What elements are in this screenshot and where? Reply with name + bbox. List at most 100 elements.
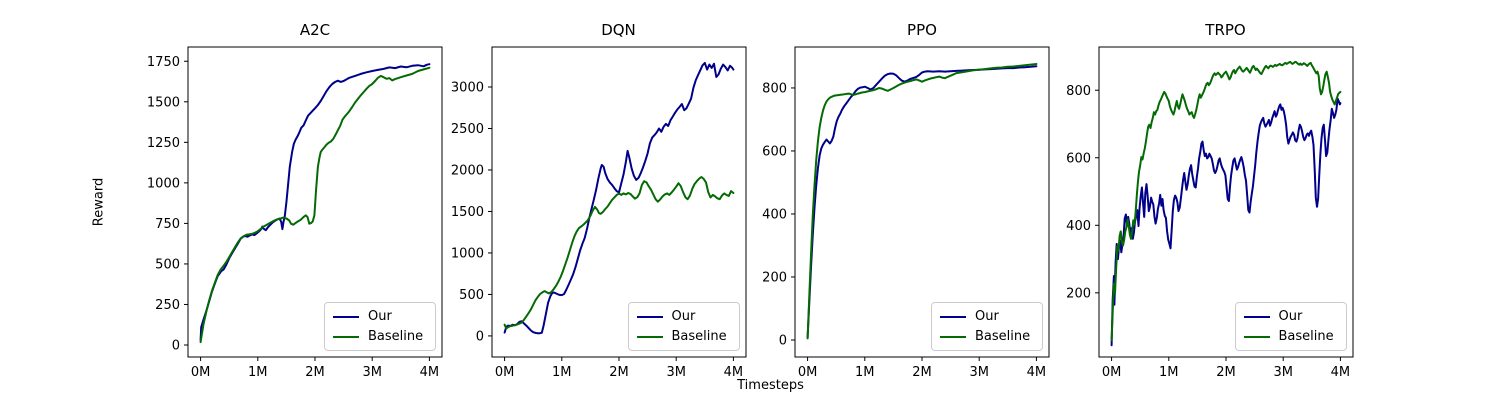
x-tick-label: 1M [855, 365, 875, 380]
x-tick-label: 2M [912, 365, 932, 380]
y-tick-label: 1500 [147, 95, 180, 110]
x-tick-label: 0M [191, 365, 211, 380]
y-tick-label: 800 [762, 82, 787, 97]
series-group [199, 63, 431, 344]
subplot-a2c: A2C 0 250 500 750 1000 1250 1500 1750 0M 1M 2M 3M 4M… [147, 21, 443, 380]
y-tick-label: 1750 [147, 55, 180, 70]
x-tick-label: 3M [969, 365, 989, 380]
series-group [806, 63, 1038, 340]
y-tick-label: 600 [762, 145, 787, 160]
axes-spines [491, 46, 746, 358]
x-tick-label: 0M [494, 365, 514, 380]
legend-label-baseline: Baseline [671, 329, 727, 344]
x-tick-label: 0M [1101, 365, 1121, 380]
plot-area-ppo: 0 200 400 600 800 0M 1M 2M 3M 4M [762, 46, 1050, 380]
y-tick-label: 500 [155, 257, 180, 272]
x-tick-label: 1M [1159, 365, 1179, 380]
y-tick-label: 800 [1066, 84, 1091, 99]
axes-spines [1098, 46, 1353, 358]
legend-label-baseline: Baseline [1278, 329, 1334, 344]
y-tick-label: 500 [459, 288, 484, 303]
legend-entry-our: Our [636, 309, 731, 324]
x-tick-label: 3M [362, 365, 382, 380]
legend-line-our-icon [940, 315, 966, 318]
x-tick-label: 3M [666, 365, 686, 380]
series-group [1110, 60, 1341, 347]
y-tick-label: 250 [155, 298, 180, 313]
y-tick-label: 0 [475, 329, 483, 344]
series-line-baseline [1110, 60, 1341, 342]
legend-entry-baseline: Baseline [636, 329, 731, 344]
x-tick-label: 4M [1330, 365, 1350, 380]
plot-area-trpo: 200 400 600 800 0M 1M 2M 3M 4M [1066, 46, 1353, 380]
x-tick-label: 2M [1216, 365, 1236, 380]
y-tick-label: 2500 [450, 122, 483, 137]
legend-entry-baseline: Baseline [940, 330, 1034, 343]
y-tick-label: 400 [1066, 219, 1091, 234]
y-tick-label: 0 [172, 339, 180, 354]
y-tick-label: 1000 [450, 246, 483, 261]
series-line-baseline [806, 63, 1038, 340]
legend: Our Baseline [627, 302, 740, 351]
y-tick-label: 3000 [450, 81, 483, 96]
x-tick-label: 4M [420, 365, 440, 380]
legend-line-baseline-icon [1243, 335, 1270, 338]
subplot-title-a2c: A2C [299, 21, 331, 39]
series-group [503, 61, 734, 335]
legend-entry-our: Our [333, 310, 427, 323]
x-tick-label: 2M [305, 365, 325, 380]
x-tick-label: 3M [1273, 365, 1293, 380]
y-tick-label: 2000 [450, 164, 483, 179]
series-line-baseline [199, 66, 431, 344]
y-tick-label: 200 [1066, 286, 1091, 301]
y-tick-label: 750 [155, 217, 180, 232]
plot-area-dqn: 0 500 1000 1500 2000 2500 3000 0M 1M 2M 3M 4M [450, 46, 746, 380]
legend-entry-baseline: Baseline [1243, 329, 1338, 344]
y-axis-label: Reward [91, 177, 107, 227]
subplot-title-ppo: PPO [907, 21, 937, 39]
series-line-baseline [503, 176, 734, 330]
y-tick-label: 400 [762, 208, 787, 223]
y-tick-label: 1500 [450, 205, 483, 220]
legend-entry-baseline: Baseline [333, 330, 427, 343]
y-tick-label: 1000 [147, 176, 180, 191]
subplot-ppo: PPO 0 200 400 600 800 0M 1M 2M 3M 4M Our Baseline [762, 21, 1050, 380]
y-tick-label: 600 [1066, 151, 1091, 166]
x-tick-label: 4M [723, 365, 743, 380]
legend-entry-our: Our [940, 310, 1034, 323]
legend: Our Baseline [931, 302, 1043, 351]
y-tick-label: 200 [762, 271, 787, 286]
legend: Our Baseline [1234, 302, 1347, 351]
series-line-our [1110, 97, 1341, 347]
legend-label-our: Our [671, 309, 696, 324]
legend-line-our-icon [636, 315, 663, 318]
x-tick-label: 2M [609, 365, 629, 380]
x-tick-label: 1M [552, 365, 572, 380]
legend-entry-our: Our [1243, 309, 1338, 324]
legend-line-baseline-icon [636, 335, 663, 338]
x-tick-label: 4M [1027, 365, 1047, 380]
plot-area-a2c: 0 250 500 750 1000 1250 1500 1750 0M 1M 2M 3M 4M [147, 46, 443, 380]
legend-label-baseline: Baseline [975, 329, 1031, 344]
legend-label-our: Our [975, 309, 999, 324]
series-line-our [806, 65, 1038, 339]
y-tick-label: 0 [779, 334, 787, 349]
legend-line-our-icon [1243, 315, 1270, 318]
x-tick-label: 0M [798, 365, 818, 380]
legend-line-baseline-icon [940, 335, 966, 338]
x-tick-label: 1M [248, 365, 267, 380]
legend-label-baseline: Baseline [368, 329, 424, 344]
legend-line-our-icon [333, 315, 359, 318]
series-line-our [503, 61, 734, 335]
subplot-trpo: TRPO 200 400 600 800 0M 1M 2M 3M 4M Our Baseline [1066, 21, 1353, 380]
subplot-title-trpo: TRPO [1205, 21, 1246, 39]
legend-label-our: Our [368, 309, 392, 324]
subplot-title-dqn: DQN [601, 21, 636, 39]
legend-line-baseline-icon [333, 335, 359, 338]
axes-spines [794, 46, 1050, 358]
axes-spines [187, 46, 443, 358]
y-tick-label: 1250 [147, 136, 180, 151]
legend-label-our: Our [1278, 309, 1303, 324]
subplot-dqn: DQN 0 500 1000 1500 2000 2500 3000 0M 1M 2M 3M 4M O… [450, 21, 746, 380]
